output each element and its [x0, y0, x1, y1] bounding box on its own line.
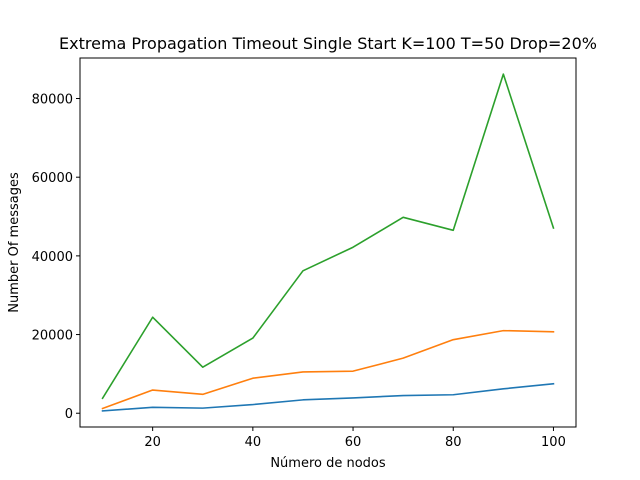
y-tick-label: 20000 — [32, 329, 73, 344]
x-tick-label: 60 — [345, 435, 362, 450]
x-tick-label: 40 — [245, 435, 262, 450]
chart-title: Extrema Propagation Timeout Single Start… — [59, 34, 597, 53]
plot-frame — [79, 57, 577, 428]
x-axis-label: Número de nodos — [270, 456, 386, 471]
series-line-2 — [101, 329, 555, 410]
axis-ticks: 20 40 60 80 100 0 20000 40000 60000 80000 — [32, 93, 566, 450]
y-tick-label: 40000 — [32, 250, 73, 265]
y-axis-label: Number Of messages — [7, 172, 22, 313]
x-tick-label: 100 — [541, 435, 566, 450]
x-tick-label: 20 — [144, 435, 161, 450]
series-line-3 — [101, 73, 555, 400]
y-tick-label: 80000 — [32, 93, 73, 108]
series-group — [101, 73, 555, 412]
series-line-1 — [101, 382, 555, 412]
y-tick-label: 0 — [65, 407, 73, 422]
y-tick-label: 60000 — [32, 171, 73, 186]
x-tick-label: 80 — [445, 435, 462, 450]
